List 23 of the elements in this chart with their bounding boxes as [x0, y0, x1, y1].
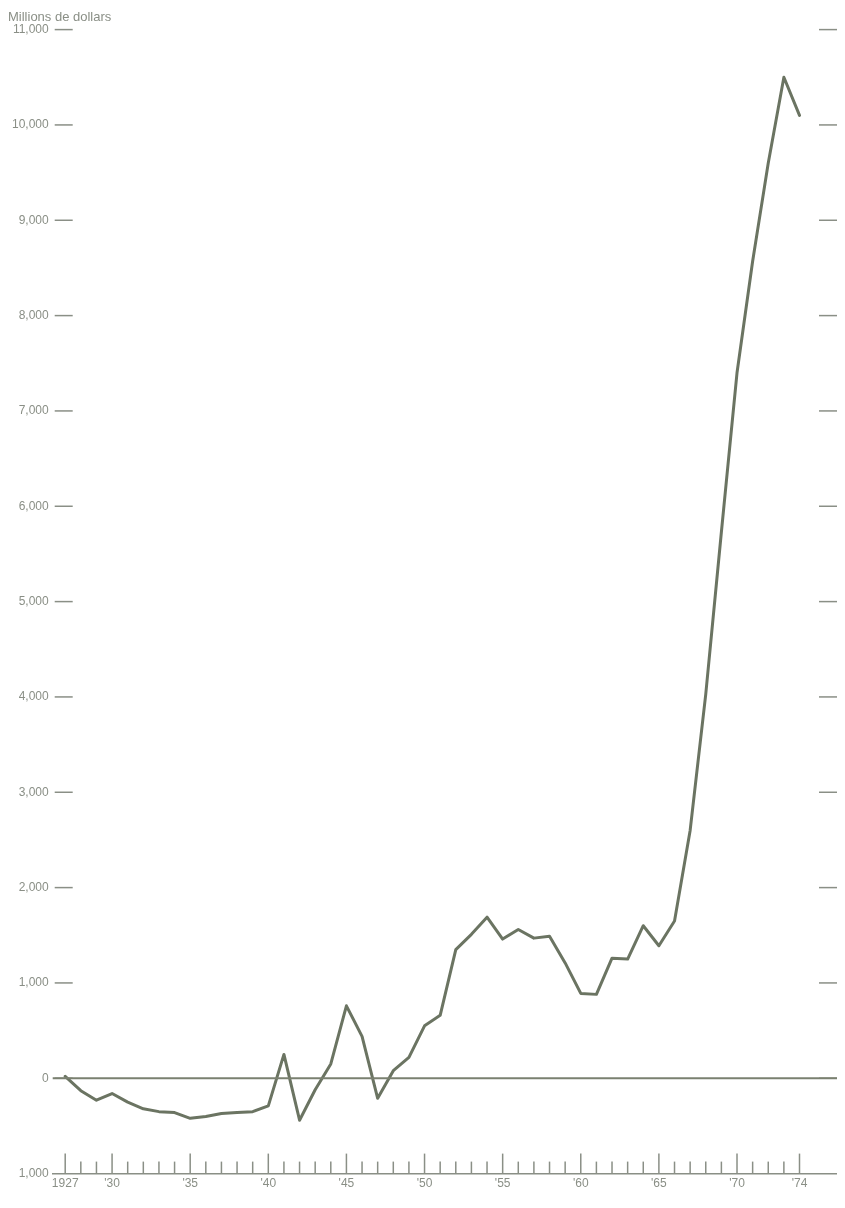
x-tick-label: '74: [791, 1176, 808, 1191]
y-tick-label: 9,000: [18, 212, 50, 227]
x-tick-label: '70: [729, 1176, 746, 1191]
x-tick-label: '30: [104, 1176, 121, 1191]
x-tick-label: '55: [494, 1176, 511, 1191]
x-tick-label: '40: [260, 1176, 277, 1191]
y-tick-label: 10,000: [12, 117, 50, 132]
y-tick-label: 8,000: [18, 307, 50, 322]
y-tick-label: 4,000: [18, 689, 50, 704]
y-tick-label: 6,000: [18, 498, 50, 513]
x-tick-label: '45: [338, 1176, 355, 1191]
y-tick-label: 0: [42, 1070, 50, 1085]
x-tick-label: 1927: [51, 1176, 79, 1191]
y-tick-label: 1,000: [18, 1165, 50, 1180]
y-tick-label: 7,000: [18, 403, 50, 418]
x-tick-label: '50: [416, 1176, 433, 1191]
x-tick-label: '35: [182, 1176, 199, 1191]
y-tick-label: 1,000: [18, 975, 50, 990]
y-tick-label: 3,000: [18, 784, 50, 799]
x-tick-label: '65: [651, 1176, 668, 1191]
x-tick-label: '60: [572, 1176, 589, 1191]
y-tick-label: 2,000: [18, 879, 50, 894]
y-tick-label: 5,000: [18, 593, 50, 608]
